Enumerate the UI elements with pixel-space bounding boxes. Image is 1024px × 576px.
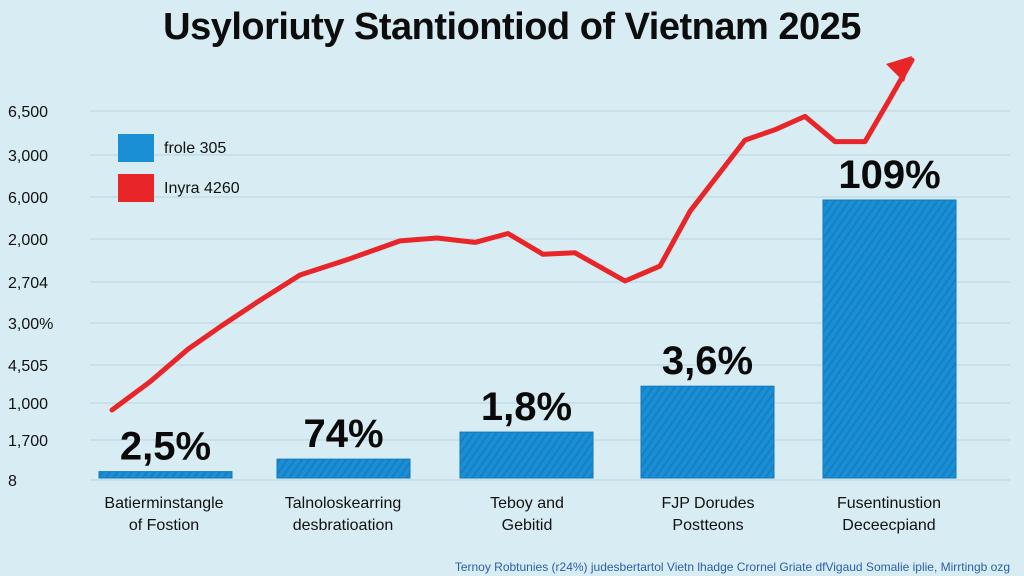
y-tick-label: 3,000 bbox=[8, 148, 48, 165]
bar-data-label: 2,5% bbox=[120, 425, 211, 469]
chart-title: Usyloriuty Stantiontiod of Vietnam 2025 bbox=[163, 6, 861, 48]
legend-swatch bbox=[118, 134, 154, 162]
legend-swatch bbox=[118, 174, 154, 202]
bar bbox=[822, 199, 957, 479]
legend: frole 305 Inyra 4260 bbox=[118, 134, 240, 202]
y-tick-label: 8 bbox=[8, 473, 17, 490]
y-tick-label: 2,000 bbox=[8, 232, 48, 249]
y-tick-label: 4,505 bbox=[8, 358, 48, 375]
bar-data-label: 3,6% bbox=[662, 339, 753, 383]
y-tick-label: 1,700 bbox=[8, 433, 48, 450]
x-tick-label: FJP Dorudes Postteons bbox=[661, 495, 754, 534]
y-tick-label: 6,000 bbox=[8, 190, 48, 207]
trend-arrow-head bbox=[886, 56, 912, 82]
bar bbox=[459, 431, 594, 479]
y-tick-label: 2,704 bbox=[8, 275, 48, 292]
legend-label: frole 305 bbox=[164, 140, 226, 157]
y-tick-label: 1,000 bbox=[8, 396, 48, 413]
y-axis-ticks: 6,500 3,000 6,000 2,000 2,704 3,00% 4,505 1,000… bbox=[8, 104, 53, 490]
bars bbox=[98, 199, 957, 479]
x-axis-ticks: Batierminstangle of Fostion Talnoloskearri… bbox=[104, 495, 941, 534]
data-labels: 2,5% 74% 1,8% 3,6% 109% bbox=[120, 153, 941, 469]
x-tick-label: Fusentinustion Deceecpiand bbox=[837, 495, 941, 534]
legend-label: Inyra 4260 bbox=[164, 180, 240, 197]
bar-data-label: 109% bbox=[838, 153, 940, 197]
bar bbox=[640, 385, 775, 479]
bar bbox=[98, 471, 233, 479]
bar bbox=[276, 458, 411, 479]
x-tick-label: Teboy and Gebitid bbox=[490, 495, 564, 534]
x-tick-label: Batierminstangle of Fostion bbox=[104, 495, 223, 534]
y-tick-label: 3,00% bbox=[8, 316, 53, 333]
bar-data-label: 74% bbox=[303, 412, 383, 456]
trend-line bbox=[109, 56, 915, 413]
x-tick-label: Talnoloskearring desbratioation bbox=[285, 495, 402, 534]
trend-line-path bbox=[109, 57, 915, 413]
footnote: Ternoy Robtunies (r24%) judesbertartol V… bbox=[454, 560, 1010, 574]
y-tick-label: 6,500 bbox=[8, 104, 48, 121]
bar-data-label: 1,8% bbox=[481, 385, 572, 429]
